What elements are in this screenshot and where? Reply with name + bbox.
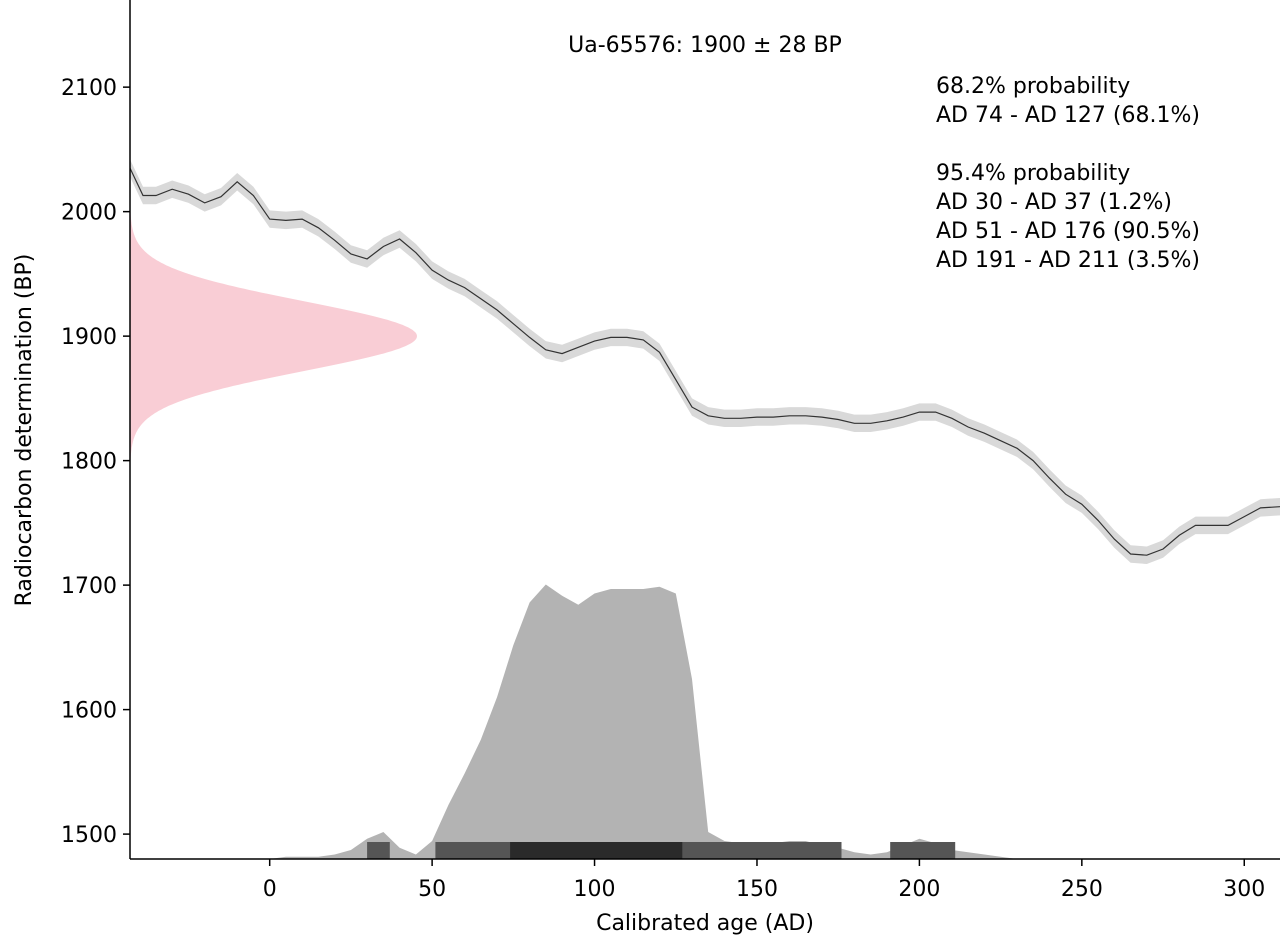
y-tick-label: 1700	[61, 574, 117, 599]
x-tick-label: 200	[898, 877, 940, 902]
annotation-line-4: 95.4% probability	[936, 161, 1130, 186]
y-axis-ticks: 1500 1600 1700 1800 1900 2000 2100	[61, 76, 130, 848]
radiocarbon-measurement-distribution	[130, 196, 417, 476]
calibration-curve-line	[130, 167, 1280, 556]
hpd-range-bars	[367, 842, 956, 859]
annotation-line-5: AD 30 - AD 37 (1.2%)	[936, 190, 1172, 215]
y-tick-label: 2000	[61, 201, 117, 226]
range-95-bar	[367, 842, 390, 859]
y-tick-label: 1500	[61, 823, 117, 848]
range-95-bar	[890, 842, 956, 859]
annotation-line-6: AD 51 - AD 176 (90.5%)	[936, 219, 1200, 244]
x-tick-label: 150	[736, 877, 778, 902]
calibration-curve-band	[130, 159, 1280, 564]
calibrated-probability-distribution	[130, 584, 1280, 859]
x-tick-label: 250	[1061, 877, 1103, 902]
y-axis-title: Radiocarbon determination (BP)	[12, 254, 37, 607]
range-68-bar	[510, 842, 683, 859]
y-tick-label: 1900	[61, 325, 117, 350]
probability-annotations: 68.2% probability AD 74 - AD 127 (68.1%)…	[936, 74, 1200, 273]
y-tick-label: 1600	[61, 699, 117, 724]
x-axis-title: Calibrated age (AD)	[596, 911, 814, 936]
annotation-line-1: 68.2% probability	[936, 74, 1130, 99]
y-tick-label: 1800	[61, 450, 117, 475]
annotation-line-7: AD 191 - AD 211 (3.5%)	[936, 248, 1200, 273]
chart-title: Ua-65576: 1900 ± 28 BP	[568, 33, 842, 58]
x-tick-label: 100	[574, 877, 616, 902]
x-tick-label: 300	[1223, 877, 1265, 902]
x-tick-label: 50	[418, 877, 446, 902]
y-tick-label: 2100	[61, 76, 117, 101]
x-tick-label: 0	[263, 877, 277, 902]
annotation-line-2: AD 74 - AD 127 (68.1%)	[936, 103, 1200, 128]
x-axis-ticks: 0 50 100 150 200 250 300	[263, 859, 1265, 902]
